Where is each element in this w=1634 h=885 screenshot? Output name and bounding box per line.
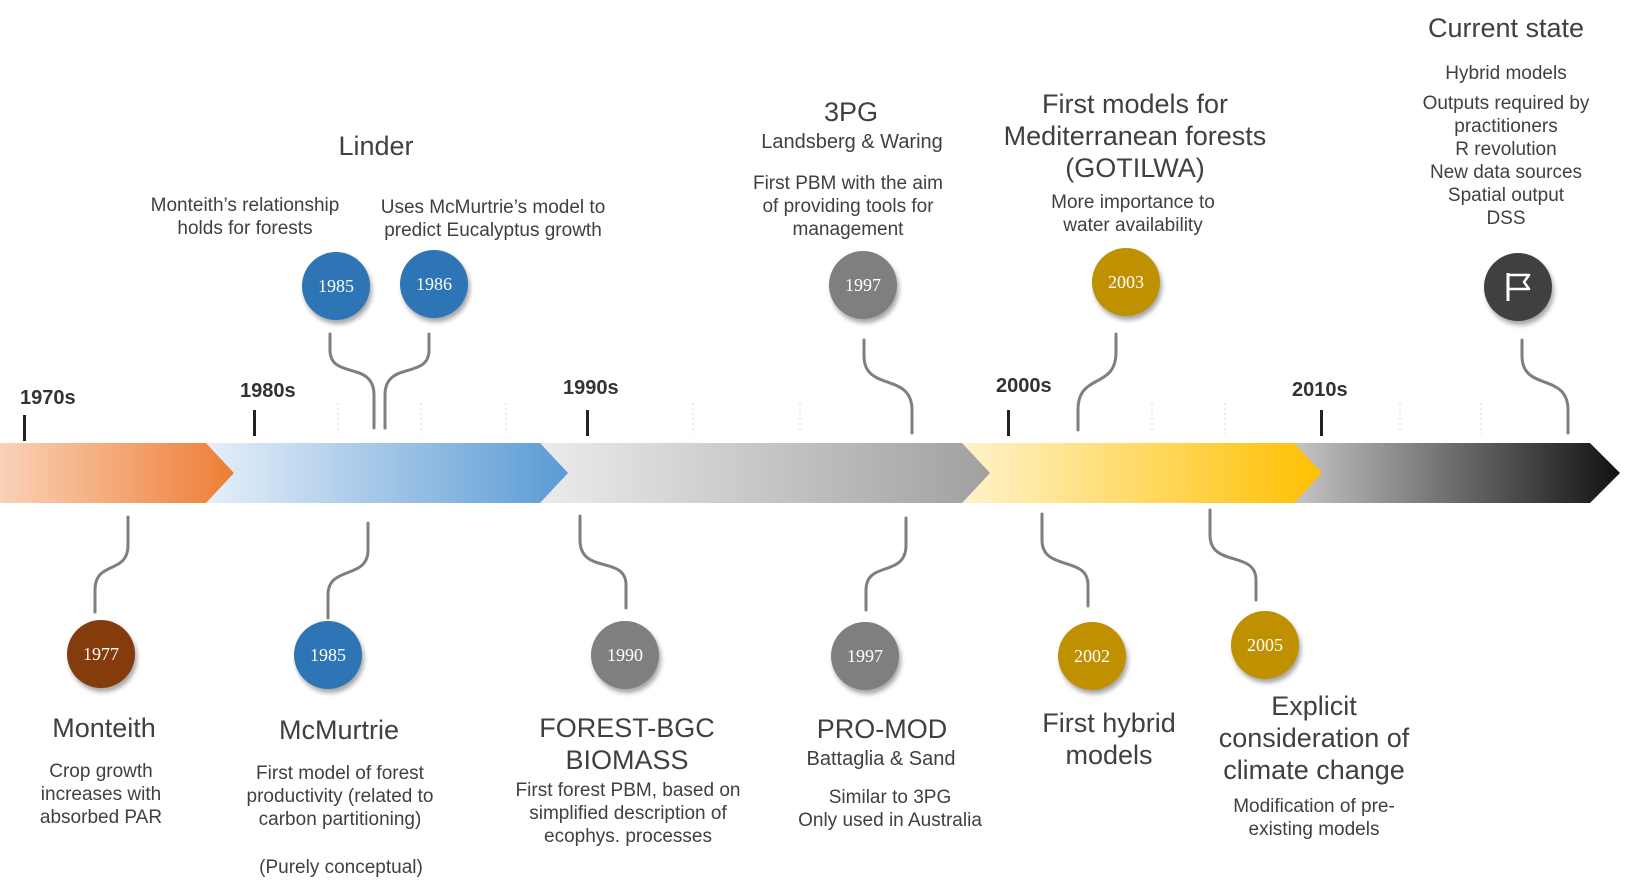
promod-authors: Battaglia & Sand xyxy=(806,748,956,770)
mcmurtrie-title: McMurtrie xyxy=(279,715,399,745)
year-circle-1977: 1977 xyxy=(67,620,135,688)
segment-1980s xyxy=(206,443,568,503)
decade-tick-2000s xyxy=(1007,410,1010,436)
year-circle-1997-promod: 1997 xyxy=(831,622,899,690)
climate-desc: Modification of pre- existing models xyxy=(1233,796,1395,840)
year-circle-1997-3pg: 1997 xyxy=(829,251,897,319)
threepg-desc: First PBM with the aim of providing tool… xyxy=(752,173,944,240)
promod-desc: Similar to 3PG Only used in Australia xyxy=(798,787,982,831)
decade-label-1970s: 1970s xyxy=(20,387,76,409)
current-state-list: Hybrid models Outputs required by practi… xyxy=(1422,63,1590,229)
year-circle-1990: 1990 xyxy=(591,621,659,689)
gotilwa-title: First models for Mediterranean forests (… xyxy=(1003,89,1267,183)
segment-1970s xyxy=(0,443,234,503)
linder-right-desc: Uses McMurtrie’s model to predict Eucaly… xyxy=(380,197,606,241)
climate-title: Explicit consideration of climate change xyxy=(1218,691,1410,785)
decade-tick-1990s xyxy=(586,410,589,436)
linder-title: Linder xyxy=(338,131,414,161)
forestbgc-title: FOREST-BGC BIOMASS xyxy=(539,713,715,775)
year-circle-2003: 2003 xyxy=(1092,248,1160,316)
linder-left-desc: Monteith’s relationship holds for forest… xyxy=(150,195,340,239)
decade-label-2000s: 2000s xyxy=(996,375,1052,397)
decade-tick-2010s xyxy=(1320,410,1323,436)
gotilwa-desc: More importance to water availability xyxy=(1051,192,1215,236)
flag-icon xyxy=(1484,253,1552,321)
year-circle-1985-linder: 1985 xyxy=(302,252,370,320)
hybrid-title: First hybrid models xyxy=(1042,708,1176,770)
decade-label-1980s: 1980s xyxy=(240,380,296,402)
grid-guides xyxy=(337,403,1482,434)
segment-1990s xyxy=(538,443,990,503)
threepg-authors: Landsberg & Waring xyxy=(761,131,943,153)
year-circle-1986-linder: 1986 xyxy=(400,250,468,318)
segment-2010s xyxy=(1288,443,1620,503)
year-circle-1985-mcmurtrie: 1985 xyxy=(294,621,362,689)
year-circle-2002: 2002 xyxy=(1058,622,1126,690)
connectors xyxy=(93,332,1570,620)
segment-2000s xyxy=(960,443,1322,503)
decade-label-1990s: 1990s xyxy=(563,377,619,399)
flag-glyph xyxy=(1506,273,1531,301)
decade-label-2010s: 2010s xyxy=(1292,379,1348,401)
current-state-title: Current state xyxy=(1427,13,1585,43)
decade-tick-1970s xyxy=(23,415,26,441)
monteith-desc: Crop growth increases with absorbed PAR xyxy=(39,761,163,828)
mcmurtrie-note: (Purely conceptual) xyxy=(259,857,423,878)
year-circle-2005: 2005 xyxy=(1231,611,1299,679)
promod-title: PRO-MOD xyxy=(816,714,948,744)
decade-tick-1980s xyxy=(253,410,256,436)
forestbgc-desc: First forest PBM, based on simplified de… xyxy=(515,780,741,847)
mcmurtrie-desc: First model of forest productivity (rela… xyxy=(246,763,434,830)
monteith-title: Monteith xyxy=(52,713,156,743)
threepg-title: 3PG xyxy=(823,97,879,127)
